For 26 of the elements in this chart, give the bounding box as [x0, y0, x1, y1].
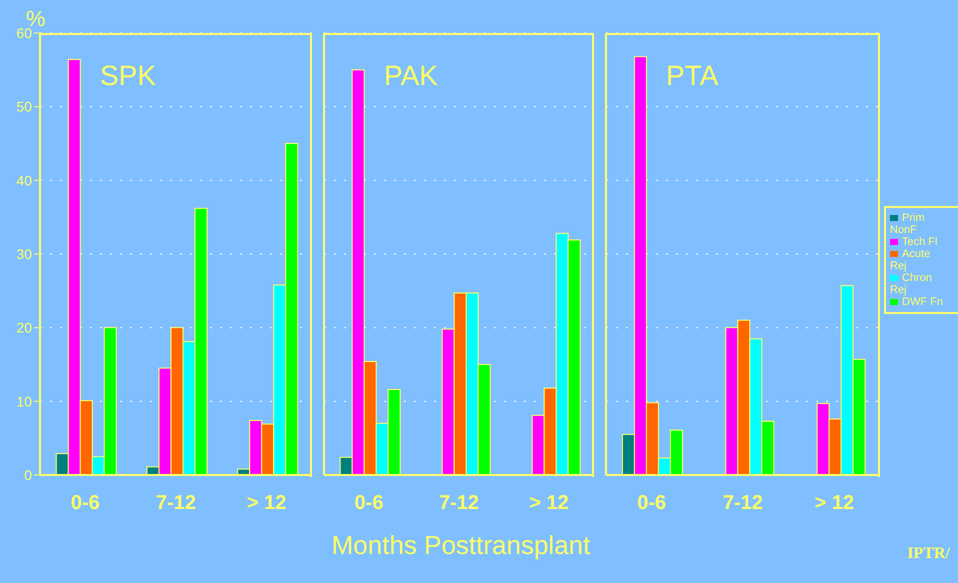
x-tick-label: 0-6: [637, 492, 666, 514]
text: IPTR/: [907, 545, 950, 563]
x-tick-label: 0-6: [70, 492, 100, 514]
y-tick-label: 40: [16, 172, 32, 188]
x-tick-label: 7-12: [438, 492, 480, 514]
x-tick-label: 7-12: [722, 492, 764, 514]
y-tick-label: 20: [16, 320, 32, 336]
text: SPK: [100, 60, 156, 92]
x-tick-label: > 12: [529, 492, 569, 514]
y-tick-label: 30: [16, 246, 32, 262]
y-tick-label: 50: [16, 98, 32, 115]
legend-label: Tech Fl: [902, 236, 938, 248]
x-tick-label: > 12: [814, 492, 854, 514]
x-axis-title: Months Posttransplant: [330, 530, 592, 561]
legend-label: Chron Rej: [890, 272, 932, 296]
x-tick-label: > 12: [246, 492, 286, 514]
y-tick-label: 60: [16, 24, 32, 41]
x-tick-label: 7-12: [156, 492, 196, 514]
y-tick-label: 10: [16, 393, 32, 410]
legend-label: Acute Rej: [890, 248, 930, 272]
legend-label: Prim NonF: [890, 212, 925, 236]
text: PTA: [666, 60, 718, 92]
legend-label: DWF Fn: [902, 296, 943, 308]
x-tick-label: 0-6: [354, 492, 384, 514]
text: PAK: [384, 60, 438, 92]
y-tick-label: 0: [24, 466, 32, 483]
